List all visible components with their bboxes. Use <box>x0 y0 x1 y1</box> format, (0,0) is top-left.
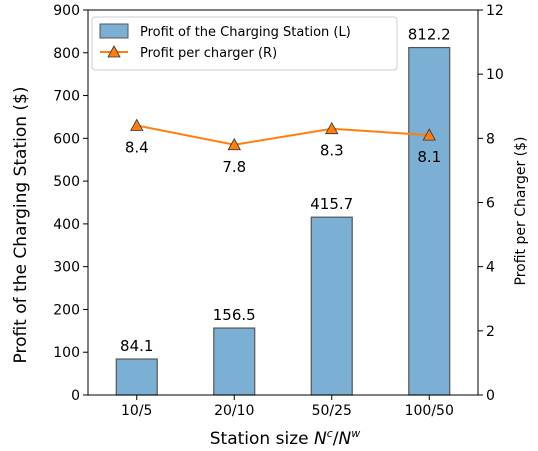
legend-triangle-icon <box>107 45 121 58</box>
bars-layer <box>115 46 451 396</box>
y-tick-label-left: 400 <box>53 217 80 233</box>
x-axis-label: Station size Nc/Nw <box>210 427 360 449</box>
y-tick-label-left: 300 <box>53 260 80 276</box>
bar-value-label: 156.5 <box>213 306 256 324</box>
line-value-label: 8.1 <box>417 148 441 166</box>
line-point <box>325 121 339 135</box>
line-value-label: 8.4 <box>125 139 149 157</box>
labels-layer: 84.1 156.5 415.7 812.2 8.4 7.8 8.3 8.1 <box>120 26 451 355</box>
y-tick-label-left: 700 <box>53 89 80 105</box>
y-tick-label-left: 800 <box>53 46 80 62</box>
x-tick-label: 10/5 <box>121 403 152 419</box>
axes-layer: 0 100 200 300 400 500 600 700 800 900 0 2 4 6 8 10 12 10/… <box>53 3 504 419</box>
y-tick-label-left: 500 <box>53 174 80 190</box>
x-tick-label: 20/10 <box>214 403 254 419</box>
line-point <box>227 137 241 151</box>
legend-bar-swatch <box>99 23 129 39</box>
bar <box>408 46 451 396</box>
x-tick-label: 50/25 <box>312 403 352 419</box>
y-tick-label-right: 10 <box>486 67 504 83</box>
bar <box>213 327 256 396</box>
bar <box>115 358 158 396</box>
y-tick-label-left: 900 <box>53 3 80 19</box>
bar-value-label: 84.1 <box>120 337 153 355</box>
y-tick-label-right: 8 <box>486 131 495 147</box>
line-point <box>422 128 436 141</box>
bar-value-label: 812.2 <box>408 26 451 44</box>
y-axis-label-right: Profit per Charger ($) <box>513 137 529 286</box>
bar <box>310 216 353 396</box>
y-tick-label-right: 4 <box>486 260 495 276</box>
y-axis-label-left: Profit of the Charging Station ($) <box>11 87 31 364</box>
y-tick-label-left: 0 <box>71 388 80 404</box>
y-tick-label-left: 200 <box>53 302 80 318</box>
y-tick-label-right: 6 <box>486 196 495 212</box>
y-tick-label-right: 2 <box>486 324 495 340</box>
line-series <box>136 124 430 146</box>
y-tick-label-right: 0 <box>486 388 495 404</box>
line-value-label: 7.8 <box>222 158 246 176</box>
line-point <box>130 118 144 131</box>
legend-bar-label: Profit of the Charging Station (L) <box>140 25 351 40</box>
bar-value-label: 415.7 <box>310 195 353 213</box>
y-tick-label-right: 12 <box>486 3 504 19</box>
legend-line-label: Profit per charger (R) <box>140 46 277 61</box>
line-layer <box>130 118 436 151</box>
y-tick-label-left: 100 <box>53 345 80 361</box>
y-tick-label-left: 600 <box>53 131 80 147</box>
legend-box <box>91 16 398 71</box>
line-value-label: 8.3 <box>320 142 344 160</box>
legend: Profit of the Charging Station (L) Profi… <box>91 16 398 71</box>
x-tick-label: 100/50 <box>405 403 454 419</box>
